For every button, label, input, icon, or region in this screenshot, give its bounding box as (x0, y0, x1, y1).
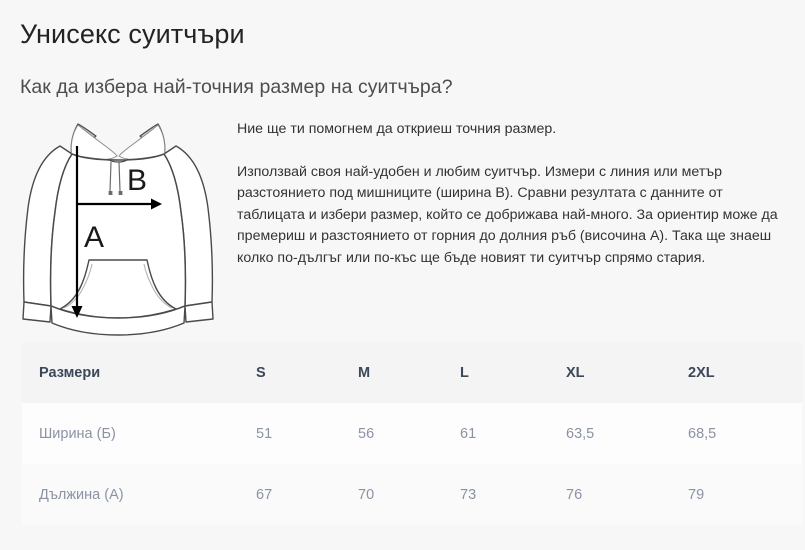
row-label-width: Ширина (Б) (39, 425, 116, 442)
column-header-s: S (256, 364, 266, 381)
column-header-l: L (460, 364, 469, 381)
size-table: Размери S M L XL 2XL Ширина (Б) 51 56 61… (22, 342, 802, 525)
cell-width-m: 56 (358, 425, 375, 442)
cell-length-xl: 76 (566, 486, 583, 503)
label-width-b: B (127, 164, 147, 197)
cell-width-s: 51 (256, 425, 273, 442)
column-header-m: M (358, 364, 371, 381)
column-header-2xl: 2XL (688, 364, 715, 381)
size-table-body: Ширина (Б) 51 56 61 63,5 68,5 Дължина (А… (22, 403, 802, 525)
intro-body: Използвай своя най-удобен и любим суитчъ… (237, 163, 778, 266)
table-row: Ширина (Б) 51 56 61 63,5 68,5 (22, 403, 802, 464)
cell-width-xl: 63,5 (566, 425, 595, 442)
cell-length-m: 70 (358, 486, 375, 503)
cell-width-l: 61 (460, 425, 477, 442)
intro-section: B A Ние ще ти помогнем да откриеш точния… (20, 112, 785, 337)
hoodie-measurement-icon: B A (22, 123, 214, 336)
cell-width-2xl: 68,5 (688, 425, 717, 442)
cell-length-s: 67 (256, 486, 273, 503)
table-row: Дължина (А) 67 70 73 76 79 (22, 464, 802, 525)
cell-length-l: 73 (460, 486, 477, 503)
cell-length-2xl: 79 (688, 486, 705, 503)
table-header-row: Размери S M L XL 2XL (22, 342, 802, 403)
size-table-head: Размери S M L XL 2XL (22, 342, 802, 403)
intro-copy: Ние ще ти помогнем да откриеш точния раз… (237, 119, 785, 269)
hoodie-illustration: B A (20, 112, 216, 340)
column-header-sizes: Размери (39, 364, 101, 381)
row-label-length: Дължина (А) (39, 486, 124, 503)
page-subtitle: Как да избера най-точния размер на суитч… (20, 76, 453, 98)
intro-lead: Ние ще ти помогнем да откриеш точния раз… (237, 121, 557, 137)
label-length-a: A (84, 221, 104, 254)
column-header-xl: XL (566, 364, 585, 381)
page-title: Унисекс суитчъри (20, 19, 245, 49)
